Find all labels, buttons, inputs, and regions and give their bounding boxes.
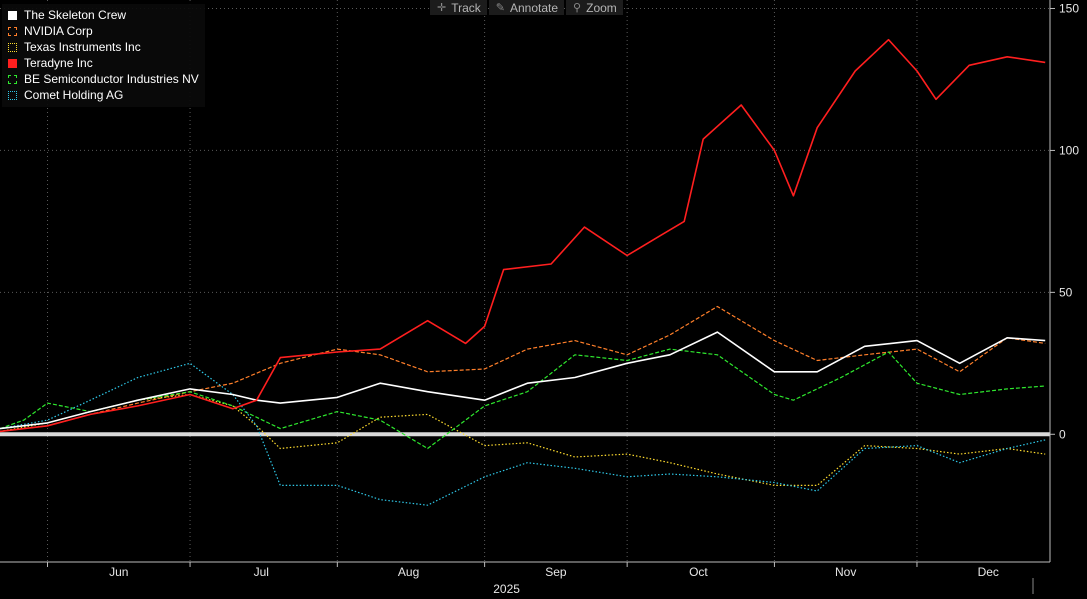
pencil-icon: ✎ [495, 2, 505, 14]
x-year-label: 2025 [493, 582, 520, 596]
legend-item[interactable]: NVIDIA Corp [8, 23, 199, 39]
legend-label: Comet Holding AG [24, 88, 124, 102]
legend-swatch [8, 74, 17, 84]
legend-swatch [8, 90, 17, 100]
series-line [0, 362, 1046, 506]
legend-item[interactable]: The Skeleton Crew [8, 7, 199, 23]
chart-series [0, 38, 1050, 506]
legend-item[interactable]: BE Semiconductor Industries NV [8, 71, 199, 87]
x-tick-label: Jun [109, 565, 128, 579]
zoom-label: Zoom [586, 0, 617, 15]
legend-label: Teradyne Inc [24, 56, 93, 70]
series-line [0, 331, 1046, 430]
track-button[interactable]: ✛ Track [430, 0, 487, 15]
y-tick-label: 50 [1059, 285, 1073, 299]
legend-label: The Skeleton Crew [24, 8, 127, 22]
legend-swatch [8, 58, 17, 68]
legend-swatch [8, 10, 17, 20]
legend-swatch [8, 26, 17, 36]
legend-label: Texas Instruments Inc [24, 40, 141, 54]
chart-toolbar: ✛ Track ✎ Annotate ⚲ Zoom [430, 0, 625, 15]
track-label: Track [451, 0, 481, 15]
x-tick-label: Nov [835, 565, 856, 579]
series-line [0, 305, 1046, 432]
series-line [0, 38, 1046, 433]
x-tick-label: Aug [398, 565, 419, 579]
chart-legend: The Skeleton Crew NVIDIA Corp Texas Instru… [2, 4, 205, 107]
legend-swatch [8, 42, 17, 52]
legend-item[interactable]: Texas Instruments Inc [8, 39, 199, 55]
legend-label: NVIDIA Corp [24, 24, 93, 38]
legend-item[interactable]: Teradyne Inc [8, 55, 199, 71]
annotate-button[interactable]: ✎ Annotate [488, 0, 565, 15]
y-tick-label: 0 [1059, 427, 1066, 441]
y-tick-label: 100 [1059, 143, 1079, 157]
series-line [0, 393, 1046, 486]
x-tick-label: Oct [689, 565, 708, 579]
magnifier-icon: ⚲ [573, 2, 582, 14]
legend-item[interactable]: Comet Holding AG [8, 87, 199, 103]
legend-label: BE Semiconductor Industries NV [24, 72, 199, 86]
x-tick-label: Jul [254, 565, 269, 579]
zoom-button[interactable]: ⚲ Zoom [566, 0, 623, 15]
x-tick-label: Sep [545, 565, 567, 579]
crosshair-icon: ✛ [437, 2, 447, 14]
annotate-label: Annotate [510, 0, 559, 15]
x-tick-label: Dec [978, 565, 999, 579]
y-tick-label: 150 [1059, 2, 1079, 16]
